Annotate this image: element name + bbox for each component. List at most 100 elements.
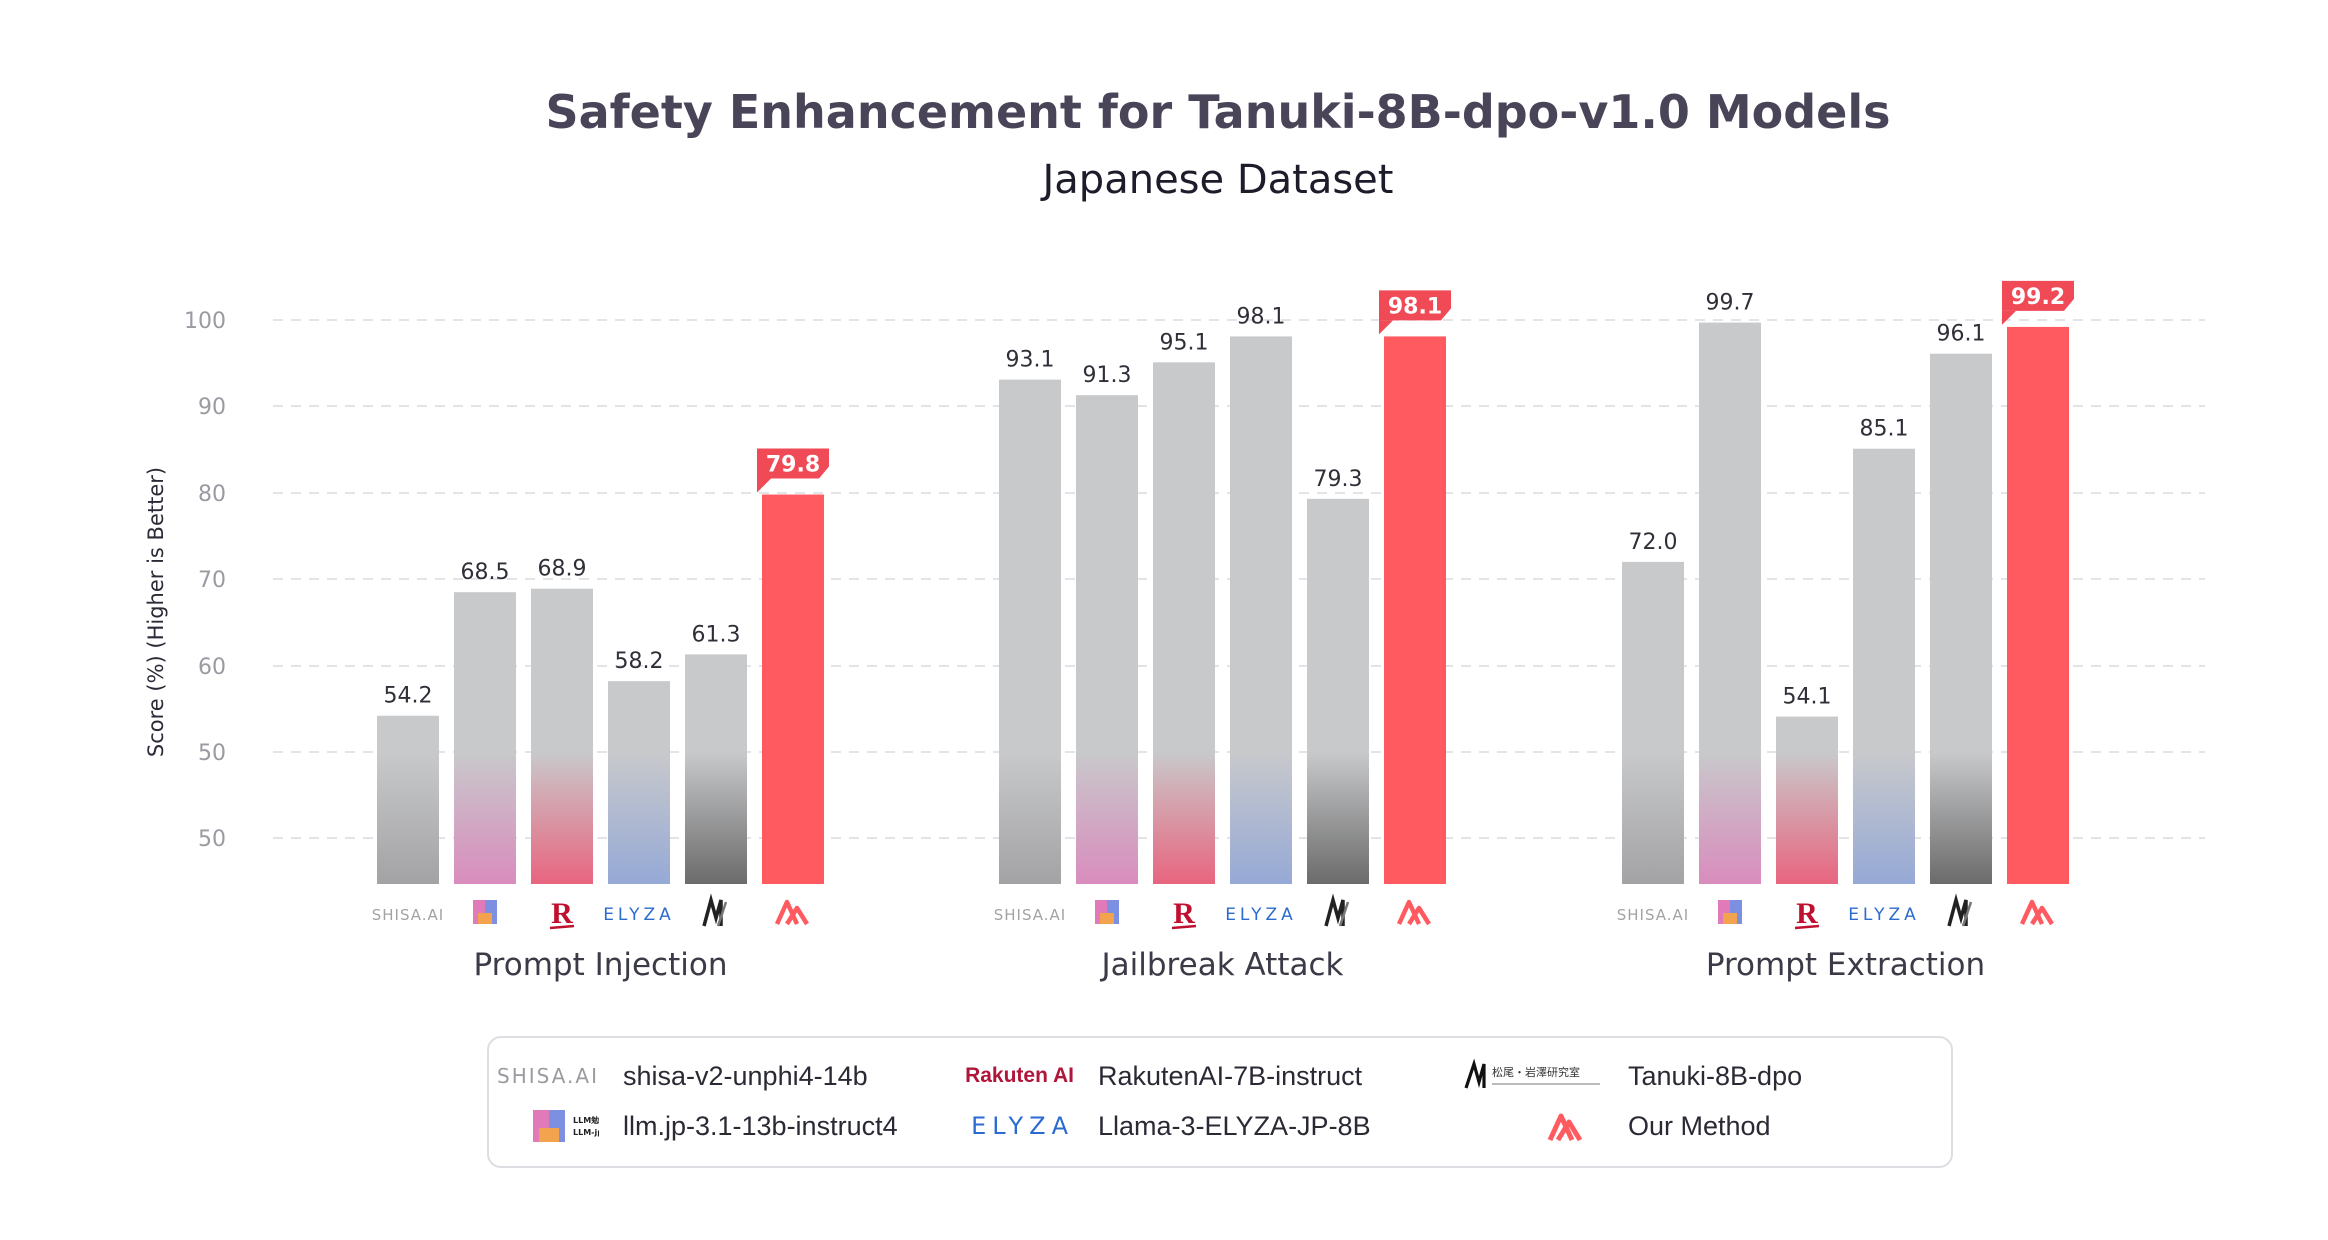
y-tick-label: 70 bbox=[198, 568, 226, 593]
bar-rakutenai-7b-instruct bbox=[1153, 362, 1215, 884]
y-tick-label: 50 bbox=[198, 827, 226, 852]
elyza-logo-icon: ELYZA bbox=[971, 1112, 1074, 1140]
bar-llama-3-elyza-jp-8b bbox=[1853, 448, 1915, 884]
value-label: 54.1 bbox=[1783, 685, 1832, 710]
value-label: 98.1 bbox=[1237, 304, 1286, 329]
our-method-logo-icon bbox=[1464, 1108, 1604, 1144]
value-labels: 54.2 68.5 68.9 58.2 61.3 79.8 93.1 91.3 95.1 98.1… bbox=[384, 280, 2074, 710]
elyza-logo-icon: ELYZA bbox=[1225, 905, 1297, 925]
bar-logo-icon: R bbox=[1171, 897, 1197, 930]
y-tick-label: 50 bbox=[198, 741, 226, 766]
shisa-logo-icon: SHISA.AI bbox=[1617, 906, 1689, 924]
bar-tanuki-8b-dpo bbox=[1930, 353, 1992, 884]
value-label: 95.1 bbox=[1160, 330, 1209, 355]
legend-label: RakutenAI-7B-instruct bbox=[1098, 1060, 1363, 1091]
bar-shisa-v2-unphi4-14b bbox=[377, 715, 439, 884]
legend-label: shisa-v2-unphi4-14b bbox=[623, 1060, 868, 1091]
highlight-badge-tail bbox=[2002, 310, 2016, 325]
value-label: 79.3 bbox=[1314, 467, 1363, 492]
bar-logo-icon bbox=[1396, 899, 1431, 926]
value-label: 72.0 bbox=[1629, 530, 1678, 555]
highlight-badge bbox=[2002, 280, 2074, 311]
bar-shisa-v2-unphi4-14b bbox=[1622, 561, 1684, 884]
bar-llm-jp-3-1-13b-instruct4 bbox=[454, 592, 516, 884]
legend-item-elyza: ELYZA Llama-3-ELYZA-JP-8B bbox=[964, 1106, 1371, 1146]
bar-logo-icon: ELYZA bbox=[1225, 905, 1297, 925]
value-label: 79.8 bbox=[766, 453, 820, 478]
value-label: 54.2 bbox=[384, 684, 433, 709]
svg-text:LLM-jp: LLM-jp bbox=[573, 1128, 599, 1137]
shisa-logo-icon: SHISA.AI bbox=[372, 906, 444, 924]
bar-shisa-v2-unphi4-14b bbox=[999, 379, 1061, 884]
legend-label: Llama-3-ELYZA-JP-8B bbox=[1098, 1110, 1371, 1141]
shisa-logo-icon: SHISA.AI bbox=[497, 1064, 599, 1088]
legend-label: Our Method bbox=[1628, 1110, 1771, 1141]
bar-rakutenai-7b-instruct bbox=[1776, 716, 1838, 884]
bar-tanuki-8b-dpo bbox=[1307, 498, 1369, 884]
bar-logo-icon: SHISA.AI bbox=[372, 906, 444, 924]
value-label: 68.5 bbox=[461, 560, 510, 585]
y-tick-label: 80 bbox=[198, 482, 226, 507]
highlight-badge-tail bbox=[1379, 320, 1393, 335]
bar-logo-icon: ELYZA bbox=[1848, 905, 1920, 925]
bar-logo-icon bbox=[1095, 900, 1119, 924]
bar-logo-icon bbox=[774, 899, 809, 926]
chart-title: Safety Enhancement for Tanuki-8B-dpo-v1.… bbox=[545, 85, 1890, 139]
shisa-logo-icon: SHISA.AI bbox=[994, 906, 1066, 924]
bar-logo-icon bbox=[1947, 893, 1973, 927]
legend-item-rakuten: Rakuten AI RakutenAI-7B-instruct bbox=[964, 1056, 1362, 1096]
rakuten-logo-icon: Rakuten AI bbox=[965, 1064, 1074, 1087]
value-label: 61.3 bbox=[692, 622, 741, 647]
rakuten-logo-icon: R bbox=[1796, 897, 1818, 930]
bar-logos: SHISA.AI R ELYZA SHISA.AI R ELYZA SHISA.AI R ELY… bbox=[372, 893, 2054, 930]
value-label: 99.7 bbox=[1706, 291, 1755, 316]
y-tick-label: 90 bbox=[198, 395, 226, 420]
bar-our-method bbox=[2007, 326, 2069, 884]
matsuo-logo-icon: 松尾・岩澤研究室 bbox=[1464, 1058, 1604, 1094]
category-label: Prompt Extraction bbox=[1706, 947, 1985, 983]
svg-text:LLM勉強会: LLM勉強会 bbox=[573, 1115, 599, 1125]
value-label: 68.9 bbox=[538, 557, 587, 582]
bar-llama-3-elyza-jp-8b bbox=[608, 681, 670, 884]
bars bbox=[377, 322, 2069, 884]
y-axis-label: Score (%) (Higher is Better) bbox=[144, 467, 168, 757]
rakuten-logo-icon: R bbox=[551, 897, 573, 930]
highlight-badge bbox=[1379, 290, 1451, 321]
rakuten-logo-icon: R bbox=[1173, 897, 1195, 930]
bar-logo-icon: SHISA.AI bbox=[1617, 906, 1689, 924]
svg-text:松尾・岩澤研究室: 松尾・岩澤研究室 bbox=[1492, 1065, 1580, 1079]
highlight-badge bbox=[757, 448, 829, 479]
bar-our-method bbox=[762, 494, 824, 884]
y-tick-label: 60 bbox=[198, 655, 226, 680]
bar-logo-icon: SHISA.AI bbox=[994, 906, 1066, 924]
bar-logo-icon: R bbox=[1794, 897, 1820, 930]
elyza-logo-icon: ELYZA bbox=[603, 905, 675, 925]
value-label: 93.1 bbox=[1006, 348, 1055, 373]
value-label: 99.2 bbox=[2011, 285, 2065, 310]
bar-logo-icon: ELYZA bbox=[603, 905, 675, 925]
value-label: 98.1 bbox=[1388, 294, 1442, 319]
legend-label: llm.jp-3.1-13b-instruct4 bbox=[623, 1110, 898, 1141]
bar-logo-icon: R bbox=[549, 897, 575, 930]
bar-logo-icon bbox=[2019, 899, 2054, 926]
category-labels: Prompt Injection Jailbreak Attack Prompt E… bbox=[474, 947, 1986, 983]
legend-item-tanuki: 松尾・岩澤研究室 Tanuki-8B-dpo bbox=[1464, 1056, 1802, 1096]
legend-label: Tanuki-8B-dpo bbox=[1628, 1060, 1803, 1091]
bar-our-method bbox=[1384, 336, 1446, 884]
value-label: 58.2 bbox=[615, 649, 664, 674]
chart-subtitle: Japanese Dataset bbox=[1040, 157, 1394, 203]
legend-item-llmjp: LLM勉強会 LLM-jp llm.jp-3.1-13b-instruct4 bbox=[489, 1106, 898, 1146]
legend: SHISA.AI shisa-v2-unphi4-14b Rakuten AI … bbox=[487, 1036, 1953, 1168]
bar-logo-icon bbox=[473, 900, 497, 924]
bar-tanuki-8b-dpo bbox=[685, 654, 747, 884]
elyza-logo-icon: ELYZA bbox=[1848, 905, 1920, 925]
bar-llm-jp-3-1-13b-instruct4 bbox=[1699, 322, 1761, 884]
value-label: 91.3 bbox=[1083, 363, 1132, 388]
bar-logo-icon bbox=[1324, 893, 1350, 927]
value-label: 96.1 bbox=[1937, 322, 1986, 347]
category-label: Prompt Injection bbox=[474, 947, 728, 983]
value-label: 85.1 bbox=[1860, 417, 1909, 442]
y-tick-label: 100 bbox=[184, 309, 226, 334]
category-label: Jailbreak Attack bbox=[1100, 947, 1344, 983]
